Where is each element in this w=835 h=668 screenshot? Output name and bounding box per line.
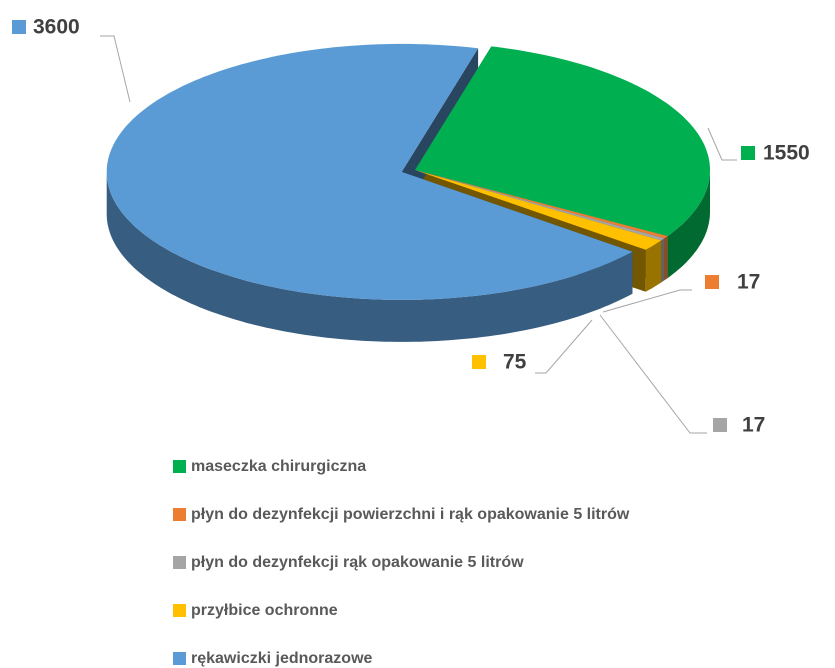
slice — [106, 43, 633, 300]
legend-swatch — [173, 604, 186, 617]
label-swatch — [713, 418, 727, 432]
slice-side — [645, 240, 662, 292]
legend-label: przyłbice ochronne — [191, 602, 338, 619]
label-swatch — [741, 146, 755, 160]
legend-swatch — [173, 460, 186, 473]
data-label: 75 — [503, 351, 527, 374]
legend-swatch — [173, 508, 186, 521]
slice-side — [661, 238, 665, 283]
data-label: 17 — [737, 271, 760, 294]
leader-line — [535, 319, 593, 374]
legend-label: maseczka chirurgiczna — [191, 458, 366, 475]
data-label: 17 — [742, 414, 765, 437]
label-swatch — [705, 275, 719, 289]
legend-swatch — [173, 556, 186, 569]
slice-side — [106, 171, 633, 342]
pie — [106, 43, 710, 342]
slice-side — [667, 170, 710, 279]
leader-line — [599, 314, 707, 434]
data-label: 3600 — [33, 16, 80, 39]
leader-line — [707, 127, 737, 161]
legend-label: płyn do dezynfekcji powierzchni i rąk op… — [191, 506, 630, 523]
slice — [415, 170, 668, 239]
label-swatch — [12, 20, 26, 34]
slice — [415, 170, 665, 241]
label-swatch — [472, 355, 486, 369]
legend-label: płyn do dezynfekcji rąk opakowanie 5 lit… — [191, 554, 524, 571]
slice — [415, 170, 662, 250]
slice-side — [664, 236, 668, 281]
legend: maseczka chirurgiczna płyn do dezynfekcji… — [173, 458, 630, 667]
legend-swatch — [173, 652, 186, 665]
data-labels: 1550 17 17 75 3600 — [12, 16, 810, 437]
data-label: 1550 — [763, 142, 810, 165]
leader-line — [100, 35, 131, 103]
slice — [415, 46, 710, 237]
legend-label: rękawiczki jednorazowe — [191, 650, 373, 667]
leader-line — [602, 289, 692, 313]
